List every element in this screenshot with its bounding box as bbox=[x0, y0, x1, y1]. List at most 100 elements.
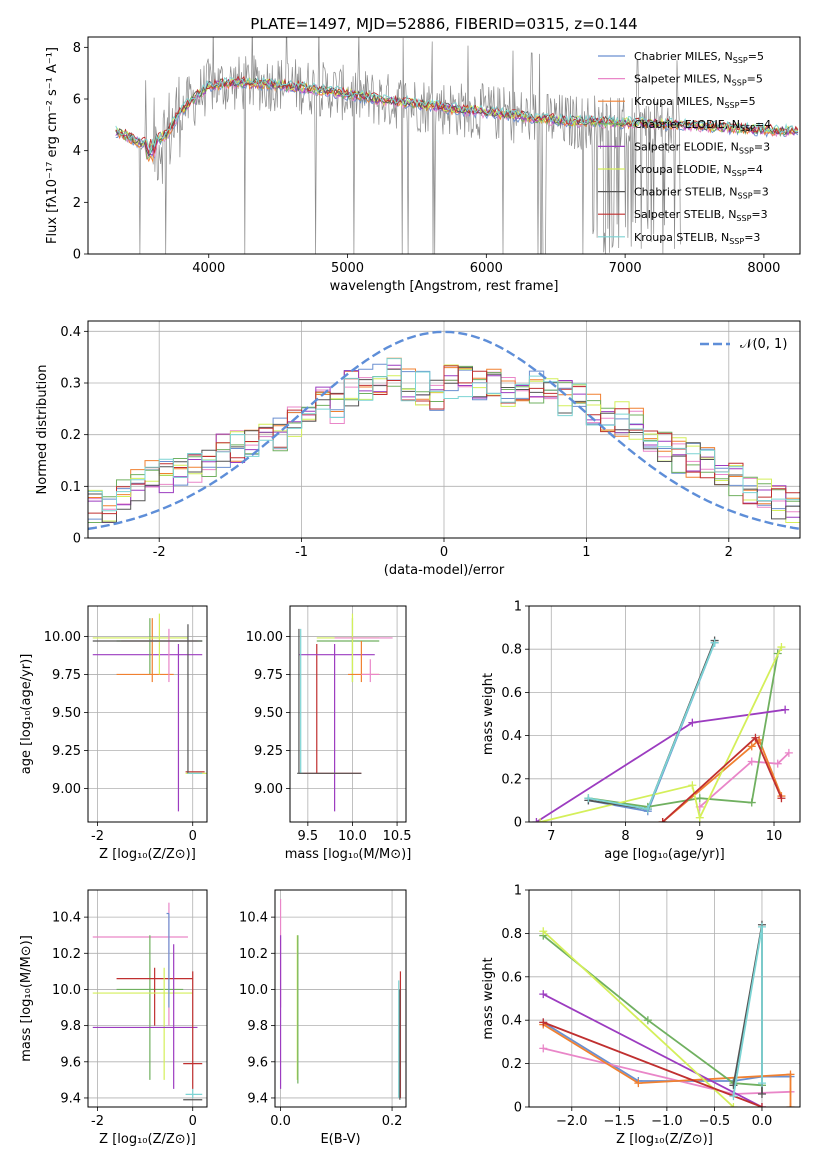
plot-frame bbox=[528, 889, 801, 1108]
weight-point-7-0 bbox=[539, 1018, 548, 1027]
plot-frame bbox=[87, 605, 208, 823]
weight-point-6-2 bbox=[757, 1089, 766, 1098]
y-tick-label: 0.2 bbox=[60, 428, 81, 443]
plot-area bbox=[92, 613, 207, 812]
weight-point-7-1 bbox=[751, 733, 760, 742]
weight-point-2-2 bbox=[786, 1070, 795, 1079]
legend-subscript: SSP bbox=[739, 146, 754, 155]
weight-point-7-2 bbox=[777, 794, 786, 803]
y-tick-label: 9.8 bbox=[60, 1019, 81, 1034]
y-tick-label: 8 bbox=[73, 41, 81, 56]
legend-suffix: =4 bbox=[755, 118, 771, 131]
legend-text: Kroupa ELODIE, N bbox=[634, 163, 732, 176]
plot-frame bbox=[289, 605, 407, 823]
legend-subscript: SSP bbox=[733, 56, 748, 65]
plot-area bbox=[532, 636, 793, 822]
weight-line-1 bbox=[699, 752, 790, 808]
gaussian-curve bbox=[88, 330, 800, 531]
y-tick-label: 6 bbox=[73, 93, 81, 108]
y-tick-label: 10.0 bbox=[239, 983, 268, 998]
x-tick-label: 10 bbox=[766, 829, 783, 844]
x-tick-label: −0.5 bbox=[699, 1114, 731, 1129]
legend-entry-0: Chabrier MILES, NSSP=5 bbox=[634, 50, 764, 65]
y-tick-label: 0 bbox=[514, 816, 522, 831]
y-tick-label: 9.00 bbox=[52, 782, 81, 797]
weight-point-7-1 bbox=[757, 1103, 766, 1107]
weight-point-8-0 bbox=[729, 1092, 738, 1101]
x-axis-label: mass [log₁₀(M/M⊙)] bbox=[285, 847, 412, 862]
x-tick-label: 7 bbox=[547, 829, 555, 844]
y-tick-label: 0.4 bbox=[501, 729, 522, 744]
x-tick-label: 0 bbox=[189, 829, 197, 844]
observed-spectrum bbox=[115, 37, 681, 254]
legend-text: Kroupa STELIB, N bbox=[634, 231, 729, 244]
legend-suffix: =5 bbox=[747, 73, 763, 86]
y-tick-label: 0 bbox=[73, 532, 81, 547]
y-tick-label: 1 bbox=[514, 884, 522, 899]
x-tick-label: -2 bbox=[91, 1114, 104, 1129]
legend-text: Salpeter MILES, N bbox=[634, 73, 732, 86]
x-tick-label: 10.5 bbox=[383, 829, 412, 844]
x-tick-label: −2.0 bbox=[556, 1114, 588, 1129]
legend-text: Chabrier STELIB, N bbox=[634, 186, 738, 199]
weight-point-1-3 bbox=[784, 748, 793, 757]
y-tick-label: 9.6 bbox=[60, 1055, 81, 1070]
legend-suffix: =3 bbox=[753, 186, 769, 199]
x-tick-label: 10.0 bbox=[338, 829, 367, 844]
weight-point-3-2 bbox=[695, 794, 704, 803]
panel-weight-vs-age: 7 8 9 10 0 0.2 0.4 0.6 0.8 1 age [log₁₀(age/yr)] ma… bbox=[481, 600, 801, 862]
y-axis-label: mass [log₁₀(M/M⊙)] bbox=[19, 935, 34, 1062]
weight-point-8-1 bbox=[643, 805, 652, 814]
legend-text: Salpeter STELIB, N bbox=[634, 208, 736, 221]
weight-point-4-1 bbox=[688, 718, 697, 727]
y-tick-label: 9.4 bbox=[60, 1091, 81, 1106]
legend-entry-8: Kroupa STELIB, NSSP=3 bbox=[634, 231, 760, 246]
x-axis-label: Z [log₁₀(Z/Z⊙)] bbox=[99, 1132, 196, 1147]
weight-point-4-0 bbox=[532, 818, 541, 822]
legend-subscript: SSP bbox=[729, 237, 744, 246]
x-tick-label: 8000 bbox=[747, 261, 780, 276]
weight-point-2-3 bbox=[786, 1103, 795, 1107]
legend-entry-4: Salpeter ELODIE, NSSP=3 bbox=[634, 140, 770, 155]
y-tick-label: 0.3 bbox=[60, 377, 81, 392]
y-axis-label: mass weight bbox=[481, 957, 496, 1039]
weight-point-8-0 bbox=[584, 794, 593, 803]
y-axis-label: Normed distribution bbox=[35, 365, 50, 495]
x-tick-label: 8 bbox=[621, 829, 629, 844]
y-tick-label: 9.50 bbox=[52, 706, 81, 721]
x-axis-label: E(B-V) bbox=[320, 1132, 360, 1147]
x-tick-label: 7000 bbox=[609, 261, 642, 276]
weight-point-8-1 bbox=[757, 922, 766, 931]
panel-age-vs-mass: 9.5 10.0 10.5 9.00 9.25 9.50 9.75 10.00 mass [lo… bbox=[246, 605, 412, 862]
y-tick-label: 9.25 bbox=[52, 744, 81, 759]
y-tick-label: 0.8 bbox=[501, 927, 522, 942]
legend-subscript: SSP bbox=[724, 101, 739, 110]
plot-area bbox=[115, 37, 799, 254]
plot-frame bbox=[274, 889, 407, 1108]
y-tick-label: 10.4 bbox=[239, 911, 268, 926]
weight-point-2-1 bbox=[747, 742, 756, 751]
panel-age-vs-Z: -2 0 9.00 9.25 9.50 9.75 10.00 Z [log₁₀(Z/Z⊙)] a… bbox=[19, 605, 208, 862]
legend-subscript: SSP bbox=[740, 124, 755, 133]
weight-line-8 bbox=[588, 642, 716, 811]
figure-title: PLATE=1497, MJD=52886, FIBERID=0315, z=0… bbox=[250, 15, 637, 33]
legend-entry-3: Chabrier ELODIE, NSSP=4 bbox=[634, 118, 771, 133]
x-tick-label: 0 bbox=[440, 545, 448, 560]
legend-text: Salpeter ELODIE, N bbox=[634, 140, 739, 153]
panel-weight-vs-Z: −2.0 −1.5 −1.0 −0.5 0.0 0 0.2 0.4 0.6 0.8 1 Z [log₁… bbox=[481, 884, 801, 1147]
y-tick-label: 0.6 bbox=[501, 970, 522, 985]
y-tick-label: 10.2 bbox=[239, 947, 268, 962]
weight-point-5-2 bbox=[695, 813, 704, 822]
x-tick-label: 0.0 bbox=[270, 1114, 291, 1129]
y-tick-label: 0 bbox=[73, 248, 81, 263]
legend-subscript: SSP bbox=[738, 192, 753, 201]
y-tick-label: 2 bbox=[73, 196, 81, 211]
legend-suffix: =5 bbox=[748, 50, 764, 63]
weight-point-3-1 bbox=[643, 1016, 652, 1025]
x-axis-label: wavelength [Angstrom, rest frame] bbox=[330, 279, 559, 294]
y-tick-label: 9.4 bbox=[247, 1091, 268, 1106]
y-tick-label: 9.00 bbox=[254, 782, 283, 797]
weight-point-4-0 bbox=[539, 990, 548, 999]
model-spectrum-8 bbox=[115, 76, 798, 154]
legend-text: Chabrier ELODIE, N bbox=[634, 118, 740, 131]
